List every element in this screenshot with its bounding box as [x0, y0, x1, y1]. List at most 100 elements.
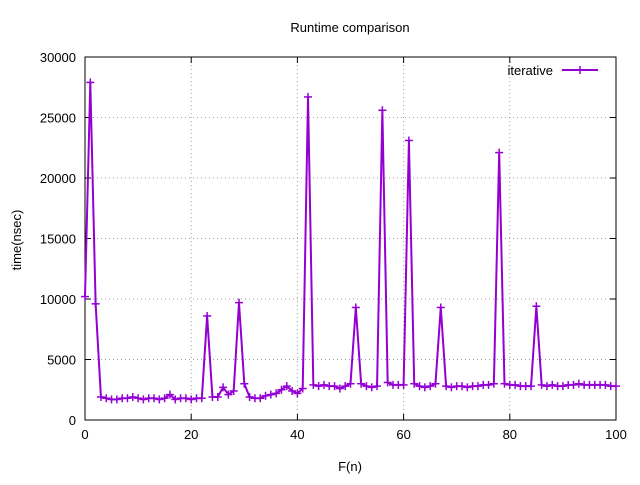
- data-point: [357, 379, 366, 388]
- data-point: [532, 302, 541, 311]
- data-point: [612, 382, 620, 391]
- data-point: [473, 382, 482, 391]
- data-point: [351, 303, 360, 312]
- data-point: [341, 382, 350, 391]
- data-point: [463, 383, 472, 392]
- data-point: [484, 380, 493, 389]
- data-point: [139, 395, 148, 404]
- x-axis-label: F(n): [338, 459, 362, 474]
- data-point: [362, 382, 371, 391]
- legend: iterative: [507, 63, 598, 78]
- data-point: [224, 390, 233, 399]
- data-point: [81, 292, 89, 301]
- data-point: [234, 298, 243, 307]
- data-point: [91, 299, 100, 308]
- data-point: [112, 395, 121, 404]
- data-point: [123, 394, 132, 403]
- data-point: [309, 380, 318, 389]
- series-line-iterative: [84, 81, 616, 401]
- grid-lines: [85, 57, 616, 420]
- data-point: [96, 393, 105, 402]
- data-point: [203, 311, 212, 320]
- data-point: [420, 383, 429, 392]
- y-axis-label: time(nsec): [9, 210, 24, 271]
- y-tick-label: 20000: [40, 171, 76, 186]
- data-point: [86, 78, 95, 87]
- data-point: [102, 394, 111, 403]
- data-point: [150, 394, 159, 403]
- data-point: [277, 385, 286, 394]
- data-point: [500, 379, 509, 388]
- series-layer: [81, 78, 620, 404]
- data-point: [213, 393, 222, 402]
- data-point: [426, 382, 435, 391]
- data-point: [373, 382, 382, 391]
- data-point: [442, 382, 451, 391]
- data-point: [171, 395, 180, 404]
- data-point: [266, 390, 275, 399]
- data-point: [240, 379, 249, 388]
- data-point: [383, 378, 392, 387]
- x-tick-label: 40: [290, 427, 304, 442]
- data-point: [495, 148, 504, 157]
- data-point: [335, 384, 344, 393]
- data-point: [548, 380, 557, 389]
- data-point: [219, 383, 228, 392]
- data-point: [431, 379, 440, 388]
- data-point: [458, 382, 467, 391]
- y-tick-label: 10000: [40, 292, 76, 307]
- data-point: [537, 380, 546, 389]
- data-point: [404, 136, 413, 145]
- data-point: [293, 389, 302, 398]
- data-point: [415, 382, 424, 391]
- data-point: [245, 393, 254, 402]
- legend-plus-marker: [576, 66, 584, 74]
- data-point: [574, 379, 583, 388]
- data-point: [261, 391, 270, 400]
- data-point: [134, 394, 143, 403]
- y-tick-label: 0: [69, 413, 76, 428]
- x-tick-label: 20: [184, 427, 198, 442]
- data-point: [410, 379, 419, 388]
- x-tick-label: 80: [503, 427, 517, 442]
- data-point: [181, 394, 190, 403]
- data-point: [330, 382, 339, 391]
- data-point: [527, 382, 536, 391]
- data-point: [197, 394, 206, 403]
- data-point: [288, 386, 297, 395]
- x-tick-label: 60: [396, 427, 410, 442]
- data-point: [558, 382, 567, 391]
- legend-label: iterative: [507, 63, 553, 78]
- data-point: [601, 380, 610, 389]
- data-point: [187, 395, 196, 404]
- data-point: [399, 380, 408, 389]
- data-point: [165, 390, 174, 399]
- data-point: [436, 303, 445, 312]
- data-point: [489, 379, 498, 388]
- axis-ticks: 0 20 40 60 80 100 0 5000 10000 15000 20000 25000 300…: [40, 50, 627, 442]
- data-point: [378, 106, 387, 115]
- y-tick-label: 30000: [40, 50, 76, 65]
- data-point: [511, 380, 520, 389]
- data-point: [160, 394, 169, 403]
- data-point: [298, 384, 307, 393]
- data-point: [128, 393, 137, 402]
- x-tick-label: 0: [81, 427, 88, 442]
- y-tick-label: 25000: [40, 111, 76, 126]
- plot-frame: [84, 56, 617, 421]
- data-point: [314, 382, 323, 391]
- data-point: [447, 383, 456, 392]
- data-point: [542, 382, 551, 391]
- chart-title: Runtime comparison: [290, 20, 409, 35]
- y-tick-label: 5000: [47, 353, 76, 368]
- y-tick-label: 15000: [40, 232, 76, 247]
- data-point: [229, 386, 238, 395]
- data-point: [155, 395, 164, 404]
- data-point: [272, 389, 281, 398]
- data-point: [346, 379, 355, 388]
- data-point: [304, 92, 313, 101]
- data-point: [367, 383, 376, 392]
- data-point: [256, 394, 265, 403]
